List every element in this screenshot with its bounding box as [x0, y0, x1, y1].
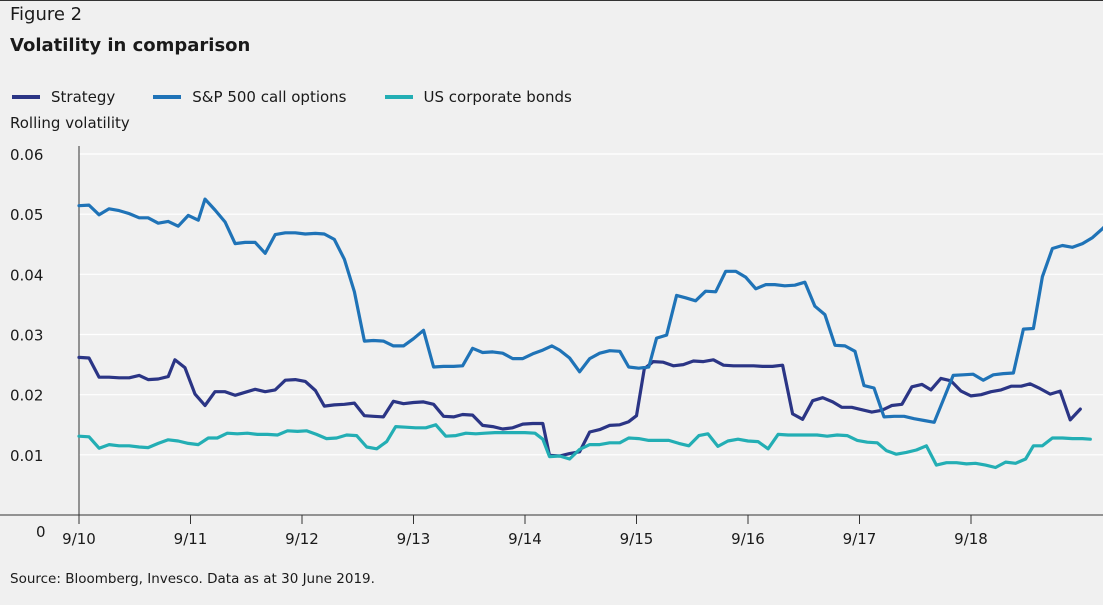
- x-tick-label-6: 9/16: [731, 530, 765, 548]
- y-axis-label: Rolling volatility: [10, 114, 130, 132]
- y-tick-label-3: 0.03: [10, 327, 43, 345]
- legend-label-us-corporate-bonds: US corporate bonds: [423, 88, 572, 106]
- series-line-us-corporate-bonds: [77, 423, 1092, 470]
- legend-item-us-corporate-bonds: US corporate bonds: [384, 88, 572, 106]
- x-tick-label-4: 9/14: [508, 530, 542, 548]
- legend-swatch-strategy: [12, 95, 40, 99]
- x-tick-label-7: 9/17: [843, 530, 877, 548]
- legend-item-sp500-call-options: S&P 500 call options: [153, 88, 347, 106]
- series-line-strategy: [77, 355, 1082, 458]
- x-tick-label-1: 9/11: [174, 530, 208, 548]
- y-tick-label-2: 0.02: [10, 387, 43, 405]
- top-rule: [0, 0, 1103, 1]
- x-tick-label-5: 9/15: [620, 530, 654, 548]
- legend-label-strategy: Strategy: [51, 88, 116, 106]
- x-tick-label-2: 9/12: [285, 530, 319, 548]
- legend-swatch-us-corporate-bonds: [384, 95, 413, 99]
- y-tick-label-6: 0.06: [10, 146, 43, 164]
- y-tick-label-4: 0.04: [10, 266, 43, 284]
- legend-swatch-sp500-call-options: [153, 95, 182, 99]
- series-line-s-p-500-call-options: [77, 197, 1103, 424]
- y-tick-label-5: 0.05: [10, 206, 43, 224]
- figure-label: Figure 2: [10, 4, 83, 25]
- y-tick-label-1: 0.01: [10, 447, 43, 465]
- x-tick-label-3: 9/13: [397, 530, 431, 548]
- legend-item-strategy: Strategy: [12, 88, 115, 106]
- x-tick-label-8: 9/18: [954, 530, 988, 548]
- legend: Strategy S&P 500 call options US corpora…: [12, 86, 610, 108]
- x-tick-label-0: 9/10: [62, 530, 96, 548]
- chart-title: Volatility in comparison: [10, 35, 251, 56]
- y-tick-label-0: 0: [36, 523, 46, 541]
- legend-label-sp500-call-options: S&P 500 call options: [192, 88, 347, 106]
- source-note: Source: Bloomberg, Invesco. Data as at 3…: [10, 571, 375, 587]
